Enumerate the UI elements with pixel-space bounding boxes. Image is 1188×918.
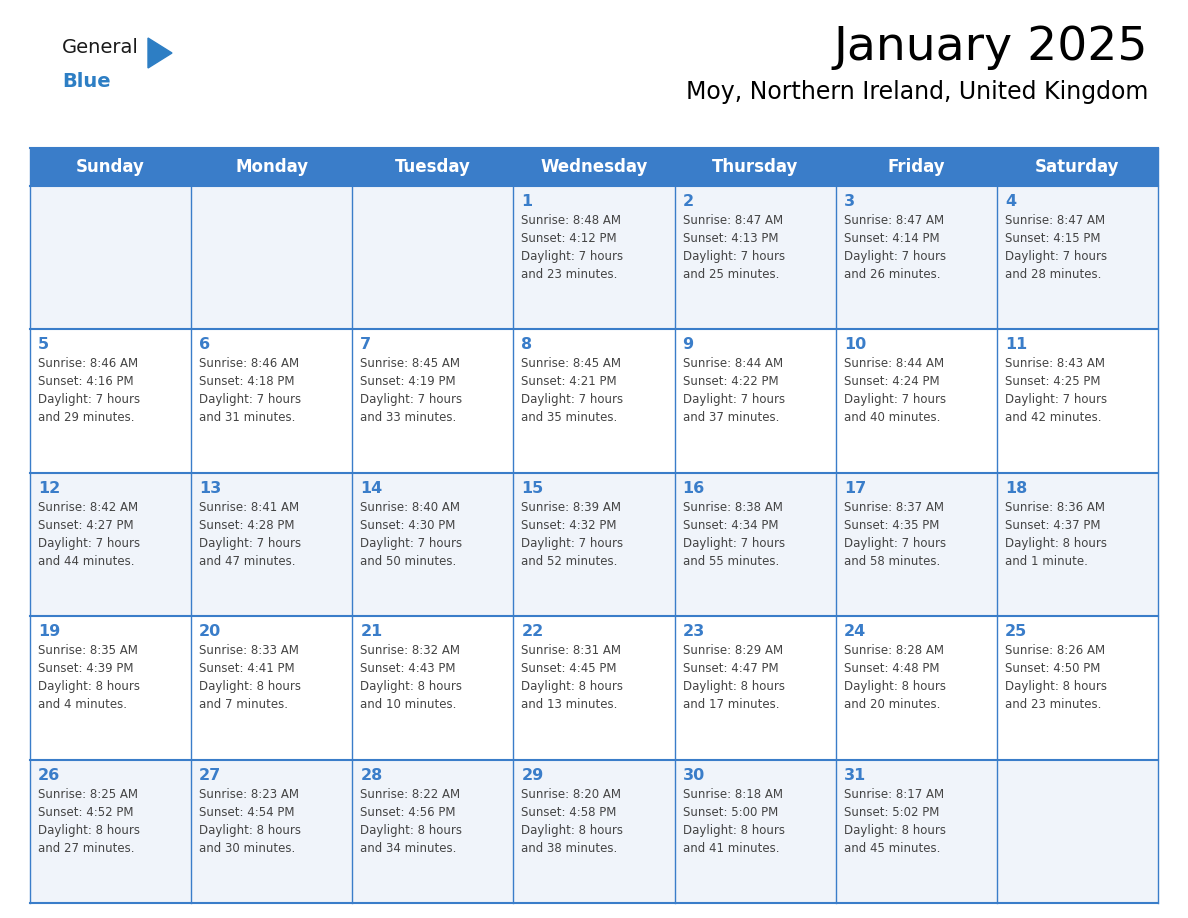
Text: 15: 15 — [522, 481, 544, 496]
Text: Sunrise: 8:44 AM
Sunset: 4:22 PM
Daylight: 7 hours
and 37 minutes.: Sunrise: 8:44 AM Sunset: 4:22 PM Dayligh… — [683, 357, 785, 424]
Text: 29: 29 — [522, 767, 544, 783]
Text: General: General — [62, 38, 139, 57]
Text: Sunrise: 8:46 AM
Sunset: 4:16 PM
Daylight: 7 hours
and 29 minutes.: Sunrise: 8:46 AM Sunset: 4:16 PM Dayligh… — [38, 357, 140, 424]
Text: 19: 19 — [38, 624, 61, 639]
Text: 7: 7 — [360, 338, 372, 353]
Text: Wednesday: Wednesday — [541, 158, 647, 176]
Text: Sunrise: 8:28 AM
Sunset: 4:48 PM
Daylight: 8 hours
and 20 minutes.: Sunrise: 8:28 AM Sunset: 4:48 PM Dayligh… — [843, 644, 946, 711]
Text: Sunday: Sunday — [76, 158, 145, 176]
Bar — [30, 473, 1158, 616]
Text: 18: 18 — [1005, 481, 1028, 496]
Text: 10: 10 — [843, 338, 866, 353]
Text: 24: 24 — [843, 624, 866, 639]
Text: Sunrise: 8:29 AM
Sunset: 4:47 PM
Daylight: 8 hours
and 17 minutes.: Sunrise: 8:29 AM Sunset: 4:47 PM Dayligh… — [683, 644, 784, 711]
Text: Blue: Blue — [62, 72, 110, 91]
Text: Sunrise: 8:47 AM
Sunset: 4:15 PM
Daylight: 7 hours
and 28 minutes.: Sunrise: 8:47 AM Sunset: 4:15 PM Dayligh… — [1005, 214, 1107, 281]
Text: 12: 12 — [38, 481, 61, 496]
Text: 30: 30 — [683, 767, 704, 783]
Bar — [30, 759, 1158, 903]
Text: Sunrise: 8:18 AM
Sunset: 5:00 PM
Daylight: 8 hours
and 41 minutes.: Sunrise: 8:18 AM Sunset: 5:00 PM Dayligh… — [683, 788, 784, 855]
Text: 31: 31 — [843, 767, 866, 783]
Text: Sunrise: 8:44 AM
Sunset: 4:24 PM
Daylight: 7 hours
and 40 minutes.: Sunrise: 8:44 AM Sunset: 4:24 PM Dayligh… — [843, 357, 946, 424]
Bar — [30, 616, 1158, 759]
Text: Sunrise: 8:35 AM
Sunset: 4:39 PM
Daylight: 8 hours
and 4 minutes.: Sunrise: 8:35 AM Sunset: 4:39 PM Dayligh… — [38, 644, 140, 711]
Text: Sunrise: 8:43 AM
Sunset: 4:25 PM
Daylight: 7 hours
and 42 minutes.: Sunrise: 8:43 AM Sunset: 4:25 PM Dayligh… — [1005, 357, 1107, 424]
Text: Sunrise: 8:38 AM
Sunset: 4:34 PM
Daylight: 7 hours
and 55 minutes.: Sunrise: 8:38 AM Sunset: 4:34 PM Dayligh… — [683, 501, 785, 568]
Text: Friday: Friday — [887, 158, 946, 176]
Text: Sunrise: 8:47 AM
Sunset: 4:13 PM
Daylight: 7 hours
and 25 minutes.: Sunrise: 8:47 AM Sunset: 4:13 PM Dayligh… — [683, 214, 785, 281]
Bar — [30, 148, 1158, 186]
Text: Sunrise: 8:41 AM
Sunset: 4:28 PM
Daylight: 7 hours
and 47 minutes.: Sunrise: 8:41 AM Sunset: 4:28 PM Dayligh… — [200, 501, 302, 568]
Text: Saturday: Saturday — [1035, 158, 1119, 176]
Text: Monday: Monday — [235, 158, 308, 176]
Text: 8: 8 — [522, 338, 532, 353]
Text: 16: 16 — [683, 481, 704, 496]
Bar — [30, 186, 1158, 330]
Text: 21: 21 — [360, 624, 383, 639]
Text: Moy, Northern Ireland, United Kingdom: Moy, Northern Ireland, United Kingdom — [685, 80, 1148, 104]
Text: Sunrise: 8:48 AM
Sunset: 4:12 PM
Daylight: 7 hours
and 23 minutes.: Sunrise: 8:48 AM Sunset: 4:12 PM Dayligh… — [522, 214, 624, 281]
Text: Tuesday: Tuesday — [394, 158, 470, 176]
Text: Sunrise: 8:32 AM
Sunset: 4:43 PM
Daylight: 8 hours
and 10 minutes.: Sunrise: 8:32 AM Sunset: 4:43 PM Dayligh… — [360, 644, 462, 711]
Text: Sunrise: 8:25 AM
Sunset: 4:52 PM
Daylight: 8 hours
and 27 minutes.: Sunrise: 8:25 AM Sunset: 4:52 PM Dayligh… — [38, 788, 140, 855]
Text: 25: 25 — [1005, 624, 1028, 639]
Text: Sunrise: 8:33 AM
Sunset: 4:41 PM
Daylight: 8 hours
and 7 minutes.: Sunrise: 8:33 AM Sunset: 4:41 PM Dayligh… — [200, 644, 301, 711]
Text: 17: 17 — [843, 481, 866, 496]
Text: 1: 1 — [522, 194, 532, 209]
Text: Sunrise: 8:36 AM
Sunset: 4:37 PM
Daylight: 8 hours
and 1 minute.: Sunrise: 8:36 AM Sunset: 4:37 PM Dayligh… — [1005, 501, 1107, 568]
Text: 26: 26 — [38, 767, 61, 783]
Text: 3: 3 — [843, 194, 855, 209]
Text: 9: 9 — [683, 338, 694, 353]
Text: 11: 11 — [1005, 338, 1028, 353]
Text: 5: 5 — [38, 338, 49, 353]
Text: Sunrise: 8:45 AM
Sunset: 4:21 PM
Daylight: 7 hours
and 35 minutes.: Sunrise: 8:45 AM Sunset: 4:21 PM Dayligh… — [522, 357, 624, 424]
Text: Sunrise: 8:42 AM
Sunset: 4:27 PM
Daylight: 7 hours
and 44 minutes.: Sunrise: 8:42 AM Sunset: 4:27 PM Dayligh… — [38, 501, 140, 568]
Text: Thursday: Thursday — [712, 158, 798, 176]
Text: Sunrise: 8:17 AM
Sunset: 5:02 PM
Daylight: 8 hours
and 45 minutes.: Sunrise: 8:17 AM Sunset: 5:02 PM Dayligh… — [843, 788, 946, 855]
Text: Sunrise: 8:22 AM
Sunset: 4:56 PM
Daylight: 8 hours
and 34 minutes.: Sunrise: 8:22 AM Sunset: 4:56 PM Dayligh… — [360, 788, 462, 855]
Text: Sunrise: 8:23 AM
Sunset: 4:54 PM
Daylight: 8 hours
and 30 minutes.: Sunrise: 8:23 AM Sunset: 4:54 PM Dayligh… — [200, 788, 301, 855]
Text: 22: 22 — [522, 624, 544, 639]
Text: Sunrise: 8:37 AM
Sunset: 4:35 PM
Daylight: 7 hours
and 58 minutes.: Sunrise: 8:37 AM Sunset: 4:35 PM Dayligh… — [843, 501, 946, 568]
Text: 6: 6 — [200, 338, 210, 353]
Text: 13: 13 — [200, 481, 221, 496]
Text: Sunrise: 8:39 AM
Sunset: 4:32 PM
Daylight: 7 hours
and 52 minutes.: Sunrise: 8:39 AM Sunset: 4:32 PM Dayligh… — [522, 501, 624, 568]
Text: January 2025: January 2025 — [834, 25, 1148, 70]
Text: Sunrise: 8:45 AM
Sunset: 4:19 PM
Daylight: 7 hours
and 33 minutes.: Sunrise: 8:45 AM Sunset: 4:19 PM Dayligh… — [360, 357, 462, 424]
Bar — [30, 330, 1158, 473]
Text: 27: 27 — [200, 767, 221, 783]
Text: Sunrise: 8:47 AM
Sunset: 4:14 PM
Daylight: 7 hours
and 26 minutes.: Sunrise: 8:47 AM Sunset: 4:14 PM Dayligh… — [843, 214, 946, 281]
Text: 14: 14 — [360, 481, 383, 496]
Text: Sunrise: 8:46 AM
Sunset: 4:18 PM
Daylight: 7 hours
and 31 minutes.: Sunrise: 8:46 AM Sunset: 4:18 PM Dayligh… — [200, 357, 302, 424]
Text: Sunrise: 8:31 AM
Sunset: 4:45 PM
Daylight: 8 hours
and 13 minutes.: Sunrise: 8:31 AM Sunset: 4:45 PM Dayligh… — [522, 644, 624, 711]
Text: 4: 4 — [1005, 194, 1016, 209]
Text: 2: 2 — [683, 194, 694, 209]
Text: 28: 28 — [360, 767, 383, 783]
Text: 20: 20 — [200, 624, 221, 639]
Text: Sunrise: 8:40 AM
Sunset: 4:30 PM
Daylight: 7 hours
and 50 minutes.: Sunrise: 8:40 AM Sunset: 4:30 PM Dayligh… — [360, 501, 462, 568]
Text: Sunrise: 8:20 AM
Sunset: 4:58 PM
Daylight: 8 hours
and 38 minutes.: Sunrise: 8:20 AM Sunset: 4:58 PM Dayligh… — [522, 788, 624, 855]
Text: Sunrise: 8:26 AM
Sunset: 4:50 PM
Daylight: 8 hours
and 23 minutes.: Sunrise: 8:26 AM Sunset: 4:50 PM Dayligh… — [1005, 644, 1107, 711]
Polygon shape — [148, 38, 172, 68]
Text: 23: 23 — [683, 624, 704, 639]
